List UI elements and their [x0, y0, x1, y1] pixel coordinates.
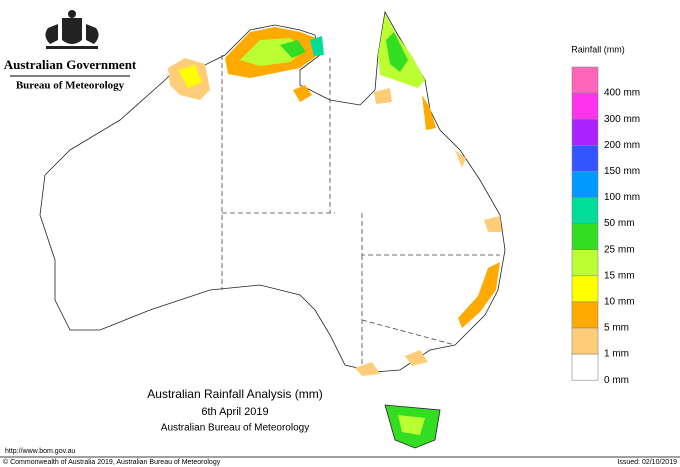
legend-label: 200 mm: [604, 140, 640, 151]
legend-label: 15 mm: [604, 270, 635, 281]
map-source: Australian Bureau of Meteorology: [161, 423, 309, 434]
legend-swatch: [571, 145, 599, 172]
legend-label: 0 mm: [604, 375, 629, 386]
legend-label: 50 mm: [604, 218, 635, 229]
legend: 400 mm 300 mm 200 mm 150 mm 100 mm 50 mm 25 mm…: [571, 66, 640, 386]
legend-label: 400 mm: [604, 88, 640, 99]
crest: [45, 10, 99, 49]
legend-swatch: [571, 249, 599, 277]
legend-swatch: [571, 171, 599, 198]
legend-swatch: [571, 275, 599, 303]
copyright: © Commonwealth of Australia 2019, Austra…: [3, 458, 221, 466]
legend-label: 10 mm: [604, 297, 635, 308]
legend-swatch: [571, 353, 599, 381]
legend-swatch: [571, 118, 599, 146]
map-date: 6th April 2019: [201, 406, 268, 418]
legend-label: 150 mm: [604, 166, 640, 177]
legend-title: Rainfall (mm): [571, 44, 625, 54]
issued: Issued: 02/10/2019: [617, 459, 677, 466]
map-title: Australian Rainfall Analysis (mm): [147, 387, 322, 401]
legend-swatch: [571, 223, 599, 251]
legend-swatch: [571, 197, 599, 224]
legend-swatch: [571, 92, 599, 120]
legend-swatch: [571, 66, 599, 94]
government: Australian Government: [4, 57, 137, 72]
legend-label: 1 mm: [604, 349, 629, 360]
legend-swatch: [571, 327, 599, 355]
legend-label: 5 mm: [604, 323, 629, 334]
legend-label: 300 mm: [604, 114, 640, 125]
legend-label: 25 mm: [604, 244, 635, 255]
legend-swatch: [571, 301, 599, 329]
agency: Bureau of Meteorology: [16, 80, 125, 92]
australia-map: [39, 10, 506, 449]
legend-label: 100 mm: [604, 192, 640, 203]
footer-url: http://www.bom.gov.au: [5, 448, 75, 455]
